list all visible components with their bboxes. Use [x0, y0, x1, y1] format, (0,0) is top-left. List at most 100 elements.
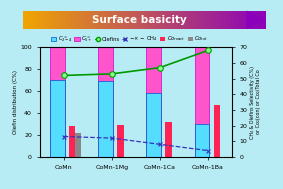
Legend: $C_{2-4}^{\ =}$, $C_{5+}^{\ =}$, Olefins, $-\!\times\!-$ CH$_4$, $Co_{react}$, $: $C_{2-4}^{\ =}$, $C_{5+}^{\ =}$, Olefins…: [49, 32, 211, 46]
Bar: [135, 11, 136, 29]
Bar: [236, 11, 237, 29]
Bar: [136, 11, 137, 29]
Bar: [86, 11, 87, 29]
Bar: [153, 11, 154, 29]
Bar: [146, 93, 161, 157]
Bar: [113, 11, 114, 29]
Bar: [218, 11, 220, 29]
Bar: [244, 11, 245, 29]
Bar: [55, 11, 57, 29]
Bar: [105, 11, 107, 29]
Bar: [189, 11, 190, 29]
Bar: [146, 47, 161, 157]
Bar: [196, 11, 197, 29]
Bar: [43, 11, 44, 29]
Bar: [246, 11, 248, 29]
Bar: [143, 11, 144, 29]
Bar: [224, 11, 225, 29]
Bar: [168, 11, 169, 29]
Bar: [164, 11, 165, 29]
Bar: [175, 11, 176, 29]
Bar: [165, 11, 166, 29]
Bar: [23, 11, 24, 29]
Bar: [116, 11, 117, 29]
Bar: [44, 11, 46, 29]
Bar: [242, 11, 243, 29]
Bar: [221, 11, 222, 29]
Bar: [108, 11, 109, 29]
Bar: [27, 11, 29, 29]
Bar: [204, 11, 205, 29]
Bar: [47, 11, 48, 29]
Bar: [103, 11, 104, 29]
Bar: [188, 11, 189, 29]
Bar: [95, 11, 96, 29]
Bar: [104, 11, 105, 29]
Bar: [114, 11, 115, 29]
Bar: [69, 126, 76, 157]
Bar: [158, 11, 159, 29]
Bar: [63, 11, 64, 29]
Bar: [96, 11, 97, 29]
Bar: [193, 11, 194, 29]
Bar: [117, 125, 124, 157]
Bar: [130, 11, 131, 29]
Bar: [128, 11, 130, 29]
Bar: [80, 11, 81, 29]
Bar: [243, 11, 244, 29]
Bar: [58, 11, 59, 29]
Bar: [51, 11, 52, 29]
Bar: [185, 11, 186, 29]
Bar: [173, 11, 175, 29]
Bar: [98, 81, 113, 157]
Bar: [85, 11, 86, 29]
Bar: [149, 11, 151, 29]
Bar: [100, 11, 102, 29]
Bar: [138, 11, 140, 29]
Bar: [205, 11, 206, 29]
Bar: [121, 11, 123, 29]
Bar: [227, 11, 228, 29]
Bar: [187, 11, 188, 29]
Bar: [265, 11, 266, 29]
Bar: [88, 11, 89, 29]
Bar: [186, 11, 187, 29]
Bar: [152, 11, 153, 29]
Bar: [144, 11, 145, 29]
Bar: [117, 11, 119, 29]
Bar: [237, 11, 238, 29]
Bar: [48, 11, 50, 29]
Bar: [40, 11, 41, 29]
Bar: [192, 11, 193, 29]
Bar: [142, 11, 143, 29]
Bar: [214, 11, 215, 29]
Bar: [65, 11, 67, 29]
Bar: [41, 11, 42, 29]
Bar: [120, 11, 121, 29]
Bar: [258, 11, 259, 29]
Bar: [259, 11, 260, 29]
Bar: [255, 11, 256, 29]
Bar: [34, 11, 35, 29]
Bar: [87, 11, 88, 29]
Bar: [215, 11, 216, 29]
Bar: [234, 11, 236, 29]
Bar: [81, 11, 82, 29]
Bar: [261, 11, 262, 29]
Bar: [140, 11, 141, 29]
Bar: [60, 11, 62, 29]
Bar: [126, 11, 127, 29]
Bar: [71, 11, 72, 29]
Bar: [145, 11, 147, 29]
Bar: [148, 11, 149, 29]
Bar: [155, 11, 156, 29]
Bar: [131, 11, 132, 29]
Bar: [176, 11, 177, 29]
Bar: [62, 11, 63, 29]
Bar: [83, 11, 85, 29]
Bar: [169, 11, 170, 29]
Bar: [178, 11, 180, 29]
Bar: [263, 11, 265, 29]
Polygon shape: [246, 11, 266, 29]
Bar: [38, 11, 40, 29]
